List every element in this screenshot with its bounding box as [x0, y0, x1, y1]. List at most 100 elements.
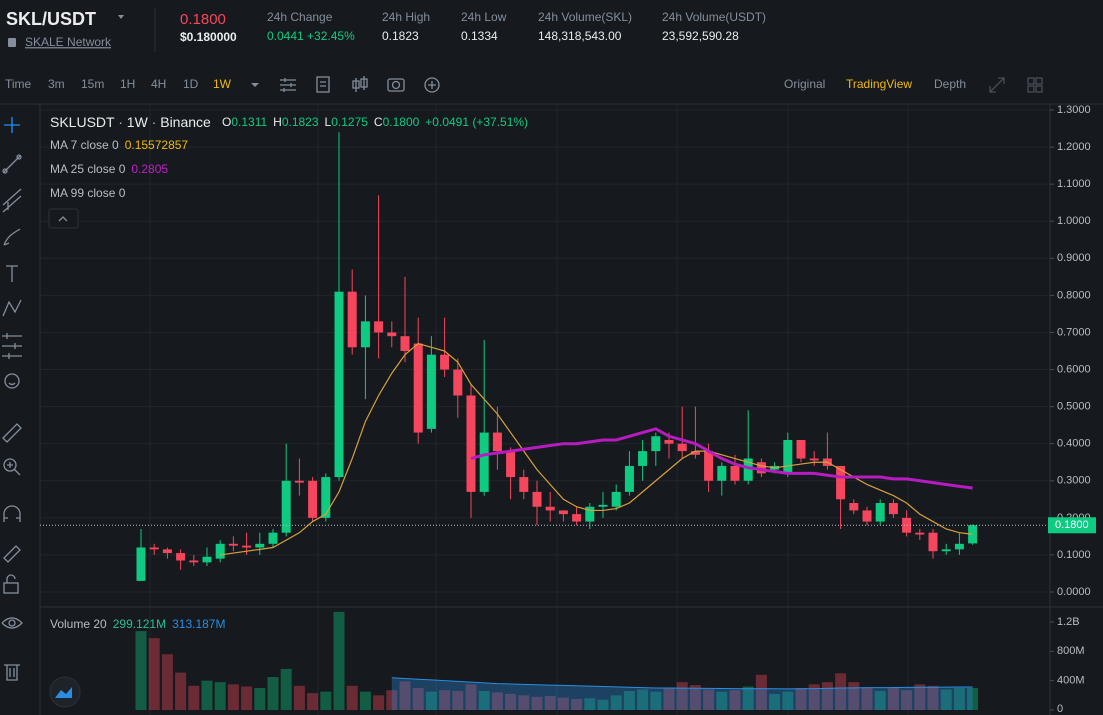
stat-number: 0.0441: [267, 29, 304, 43]
volume-bar: [307, 693, 319, 710]
view-icons[interactable]: [989, 77, 1043, 93]
stat-value: 23,592,590.28: [662, 29, 739, 43]
ohlc-key: O: [222, 115, 231, 129]
y-tick-label: 1.0000: [1057, 215, 1091, 227]
interval[interactable]: 15m: [81, 77, 104, 91]
volume-bar: [874, 690, 886, 710]
volume-bar: [425, 691, 437, 710]
candle-body: [268, 532, 278, 544]
volume-bar: [821, 682, 833, 710]
volume-ma-line: [391, 677, 973, 690]
candle-body: [479, 432, 489, 492]
stat-value: 0.1334: [461, 29, 498, 43]
interval[interactable]: 1H: [120, 77, 135, 91]
volume-bar: [412, 688, 424, 710]
candle-body: [928, 532, 938, 552]
legend-exchange: Binance: [160, 114, 211, 130]
view-tab[interactable]: Original: [784, 77, 825, 91]
ma-legend: MA 99 close 0: [50, 186, 126, 200]
volume-tick-label: 400M: [1057, 675, 1085, 687]
candle-body: [585, 506, 595, 522]
candle-body: [704, 451, 714, 481]
volume-bar: [597, 699, 609, 710]
candle-body: [677, 443, 687, 452]
legend-ohlc: O0.1311 H0.1823 L0.1275 C0.1800 +0.0491 (+37…: [222, 115, 528, 129]
price-usd: $0.180000: [180, 30, 237, 44]
candle-body: [360, 321, 370, 348]
interval-dropdown[interactable]: [251, 83, 259, 87]
candle-body: [743, 458, 753, 481]
stat-label: 24h High: [382, 10, 430, 24]
candle-body: [176, 553, 186, 561]
y-tick-label: 0.7000: [1057, 326, 1091, 338]
volume-legend: Volume 20 299.121M 313.187M: [50, 617, 225, 631]
volume-bar: [571, 699, 583, 710]
candle-body: [387, 332, 397, 337]
volume-bar: [175, 672, 187, 710]
volume-bar: [887, 688, 899, 710]
view-tab-active[interactable]: TradingView: [846, 77, 912, 91]
symbol-dropdown[interactable]: [118, 15, 124, 19]
volume-bar: [755, 674, 767, 710]
interval-active[interactable]: 1W: [213, 77, 232, 91]
volume-bar: [359, 691, 371, 710]
candle-body: [545, 506, 555, 511]
candle-body: [690, 451, 700, 455]
candle-body: [215, 543, 225, 559]
y-tick-label: 0.0000: [1057, 586, 1091, 598]
candle-body: [836, 465, 846, 500]
candle-body: [413, 343, 423, 433]
y-tick-label: 0.6000: [1057, 363, 1091, 375]
candle-body: [572, 514, 582, 522]
volume-bar: [914, 684, 926, 710]
volume-bar: [267, 677, 279, 710]
stat-label: 24h Volume(USDT): [662, 10, 766, 24]
y-tick-label: 1.3000: [1057, 104, 1091, 116]
y-tick-label: 1.1000: [1057, 178, 1091, 190]
volume-bar: [280, 668, 292, 710]
candle-body: [492, 432, 502, 452]
stat-value: 148,318,543.00: [538, 29, 622, 43]
volume-bar: [927, 685, 939, 710]
stat-change: +32.45%: [307, 29, 355, 43]
interval[interactable]: Time: [5, 77, 32, 91]
ohlc-key: L: [325, 115, 332, 129]
volume-bar: [769, 693, 781, 710]
ohlc-key: C: [374, 115, 383, 129]
ohlc-key: H: [273, 115, 282, 129]
toolbar-icons[interactable]: [280, 76, 440, 93]
stat-number: 148,318,543.00: [538, 29, 622, 43]
volume-bar: [795, 688, 807, 710]
volume-bar: [716, 691, 728, 710]
network-link[interactable]: SKALE Network: [25, 35, 112, 49]
candle-body: [611, 491, 621, 507]
ohlc-value: 0.1311: [231, 115, 267, 129]
interval[interactable]: 1D: [183, 77, 199, 91]
candle-body: [347, 291, 357, 348]
drawing-tools[interactable]: [1, 117, 23, 681]
plot: 0.00000.10000.20000.30000.40000.50000.60…: [40, 104, 1096, 715]
volume-bar: [610, 695, 622, 710]
candle-body: [426, 354, 436, 429]
candle-body: [875, 503, 885, 522]
volume-bar: [201, 680, 213, 710]
symbol[interactable]: SKL/USDT: [6, 9, 96, 29]
volume-bar: [346, 685, 358, 710]
collapse-legend[interactable]: [48, 208, 79, 229]
candle-body: [941, 549, 951, 552]
candle-body: [888, 503, 898, 515]
legend-sep: ·: [148, 114, 160, 130]
candle-body: [334, 291, 344, 478]
ohlc-value: 0.1275: [331, 115, 368, 129]
candle-body: [506, 451, 516, 478]
candle-body: [783, 439, 793, 474]
view-tab[interactable]: Depth: [934, 77, 966, 91]
interval[interactable]: 4H: [151, 77, 166, 91]
ohlc-value: 0.1800: [383, 115, 420, 129]
candle-body: [796, 439, 806, 459]
volume-bar: [953, 688, 965, 710]
candle-body: [374, 321, 384, 333]
interval[interactable]: 3m: [48, 77, 65, 91]
candle-body: [849, 503, 859, 511]
legend-sep: ·: [114, 114, 126, 130]
